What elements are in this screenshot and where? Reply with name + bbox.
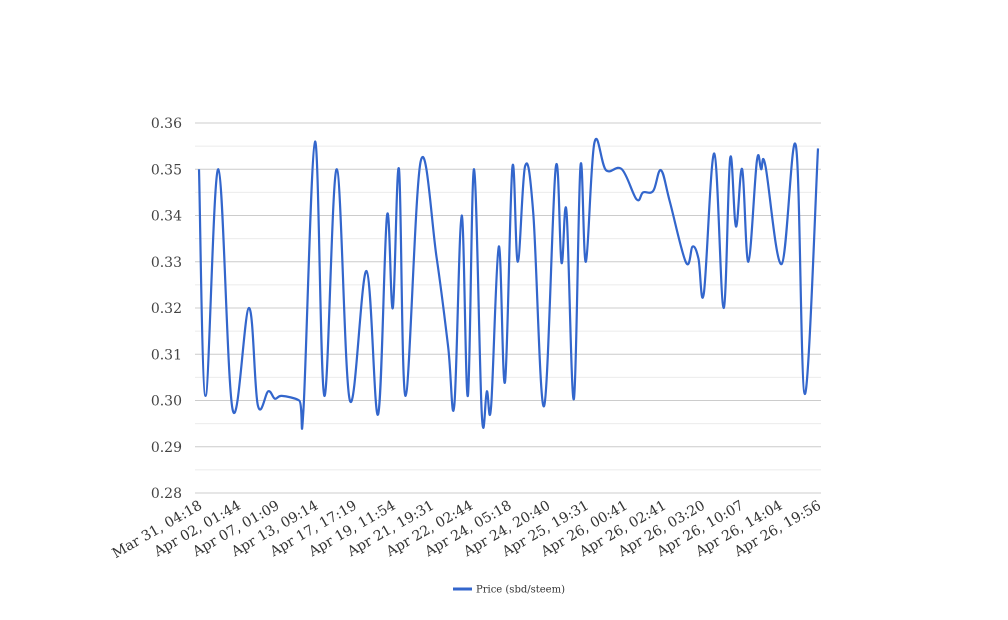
y-tick-label: 0.30 <box>151 394 182 410</box>
y-tick-label: 0.35 <box>151 162 182 178</box>
legend-label: Price (sbd/steem) <box>476 585 565 596</box>
y-tick-label: 0.31 <box>151 347 182 363</box>
y-tick-label: 0.34 <box>151 209 182 225</box>
y-axis-tick-labels: 0.28 0.29 0.30 0.31 0.32 0.33 0.34 0.35 0.36 <box>151 116 182 502</box>
y-tick-label: 0.36 <box>151 116 182 132</box>
legend[interactable]: Price (sbd/steem) <box>453 585 565 596</box>
y-tick-label: 0.33 <box>151 255 182 271</box>
y-tick-label: 0.32 <box>151 301 182 317</box>
series-line-price <box>197 138 820 430</box>
y-tick-label: 0.29 <box>151 440 182 456</box>
y-tick-label: 0.28 <box>151 486 182 502</box>
